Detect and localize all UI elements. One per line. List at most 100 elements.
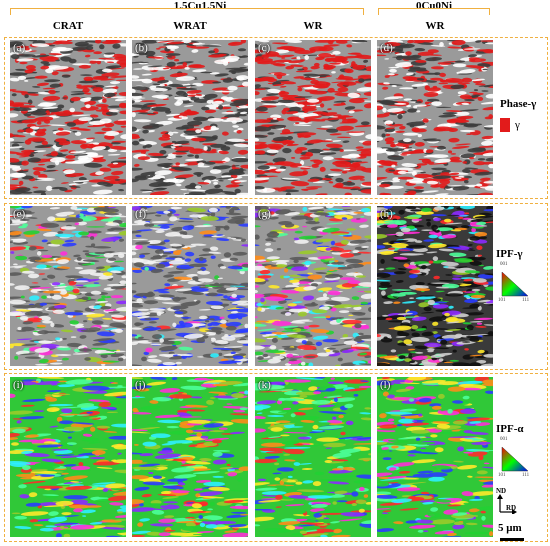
grain: [153, 288, 169, 292]
grain: [114, 179, 120, 181]
grain: [391, 84, 397, 88]
grain: [149, 155, 169, 159]
grain: [334, 259, 339, 263]
grain: [421, 379, 446, 384]
grain: [300, 419, 315, 423]
grain: [322, 112, 338, 116]
ipf-alpha-label-111: 111: [522, 473, 530, 478]
grain: [72, 130, 78, 133]
grain: [426, 251, 438, 254]
grain: [265, 238, 274, 242]
grain: [21, 450, 33, 455]
grain: [240, 282, 248, 285]
grain: [152, 475, 163, 479]
grain: [303, 115, 322, 119]
grain: [60, 251, 68, 256]
grain: [302, 206, 308, 212]
grain: [208, 486, 230, 492]
grain: [132, 428, 149, 432]
grain: [22, 465, 31, 471]
grain: [163, 529, 176, 532]
grain: [398, 209, 405, 215]
grain: [388, 66, 400, 69]
grain: [19, 353, 36, 356]
grain: [330, 240, 336, 246]
grain: [481, 140, 493, 146]
grain: [276, 399, 283, 405]
panel-label-b: (b): [135, 42, 148, 54]
grain: [18, 180, 24, 186]
grain: [87, 230, 102, 234]
grain: [10, 462, 27, 468]
grain: [431, 405, 442, 410]
grain: [332, 452, 352, 458]
grain: [66, 122, 77, 127]
grain: [96, 425, 111, 429]
grain: [101, 295, 106, 299]
grain: [120, 150, 126, 153]
grain: [16, 45, 30, 49]
grain: [273, 423, 296, 426]
grain: [186, 423, 202, 426]
grain: [53, 304, 67, 309]
grain: [166, 113, 180, 117]
grain: [345, 78, 361, 81]
grain: [92, 342, 108, 346]
grain: [475, 83, 486, 86]
grain: [420, 491, 430, 495]
grain: [10, 108, 17, 111]
grain: [36, 485, 63, 489]
grain: [308, 324, 320, 328]
grain: [34, 75, 48, 79]
grain: [153, 259, 166, 261]
grain: [119, 280, 126, 285]
grain: [191, 137, 207, 142]
grain: [299, 394, 308, 398]
grain: [283, 268, 289, 273]
grain: [209, 397, 216, 399]
grain: [312, 492, 336, 496]
grain: [464, 312, 484, 316]
grain: [433, 352, 453, 357]
grain: [35, 363, 49, 366]
grain: [48, 511, 59, 516]
grain: [10, 165, 21, 169]
grain: [255, 487, 278, 491]
grain: [86, 411, 93, 414]
grain: [304, 303, 319, 307]
grain: [43, 63, 51, 67]
grain: [378, 268, 385, 271]
grain: [322, 227, 340, 233]
grain: [132, 136, 141, 140]
grain: [321, 125, 333, 128]
grain: [70, 336, 77, 338]
grain: [299, 530, 308, 535]
grain: [27, 116, 36, 118]
grain: [76, 221, 87, 226]
grain: [212, 347, 233, 350]
grain: [158, 345, 178, 351]
grain: [157, 494, 177, 496]
grain: [318, 52, 332, 58]
grain: [215, 177, 234, 180]
grain: [36, 324, 47, 328]
grain: [132, 88, 136, 94]
grain: [266, 149, 279, 154]
grain: [255, 382, 271, 387]
grain: [233, 167, 240, 170]
grain: [294, 96, 313, 98]
grain: [89, 155, 104, 158]
grain: [469, 236, 481, 241]
grain: [76, 414, 90, 416]
grain: [94, 300, 109, 304]
grain: [436, 145, 446, 150]
grain: [301, 467, 313, 471]
grain: [70, 481, 80, 483]
grain: [327, 290, 341, 296]
grain: [182, 62, 188, 67]
grain: [452, 277, 462, 281]
grain: [295, 377, 324, 380]
grain: [364, 82, 371, 87]
grain: [288, 358, 298, 362]
grain: [118, 238, 125, 242]
